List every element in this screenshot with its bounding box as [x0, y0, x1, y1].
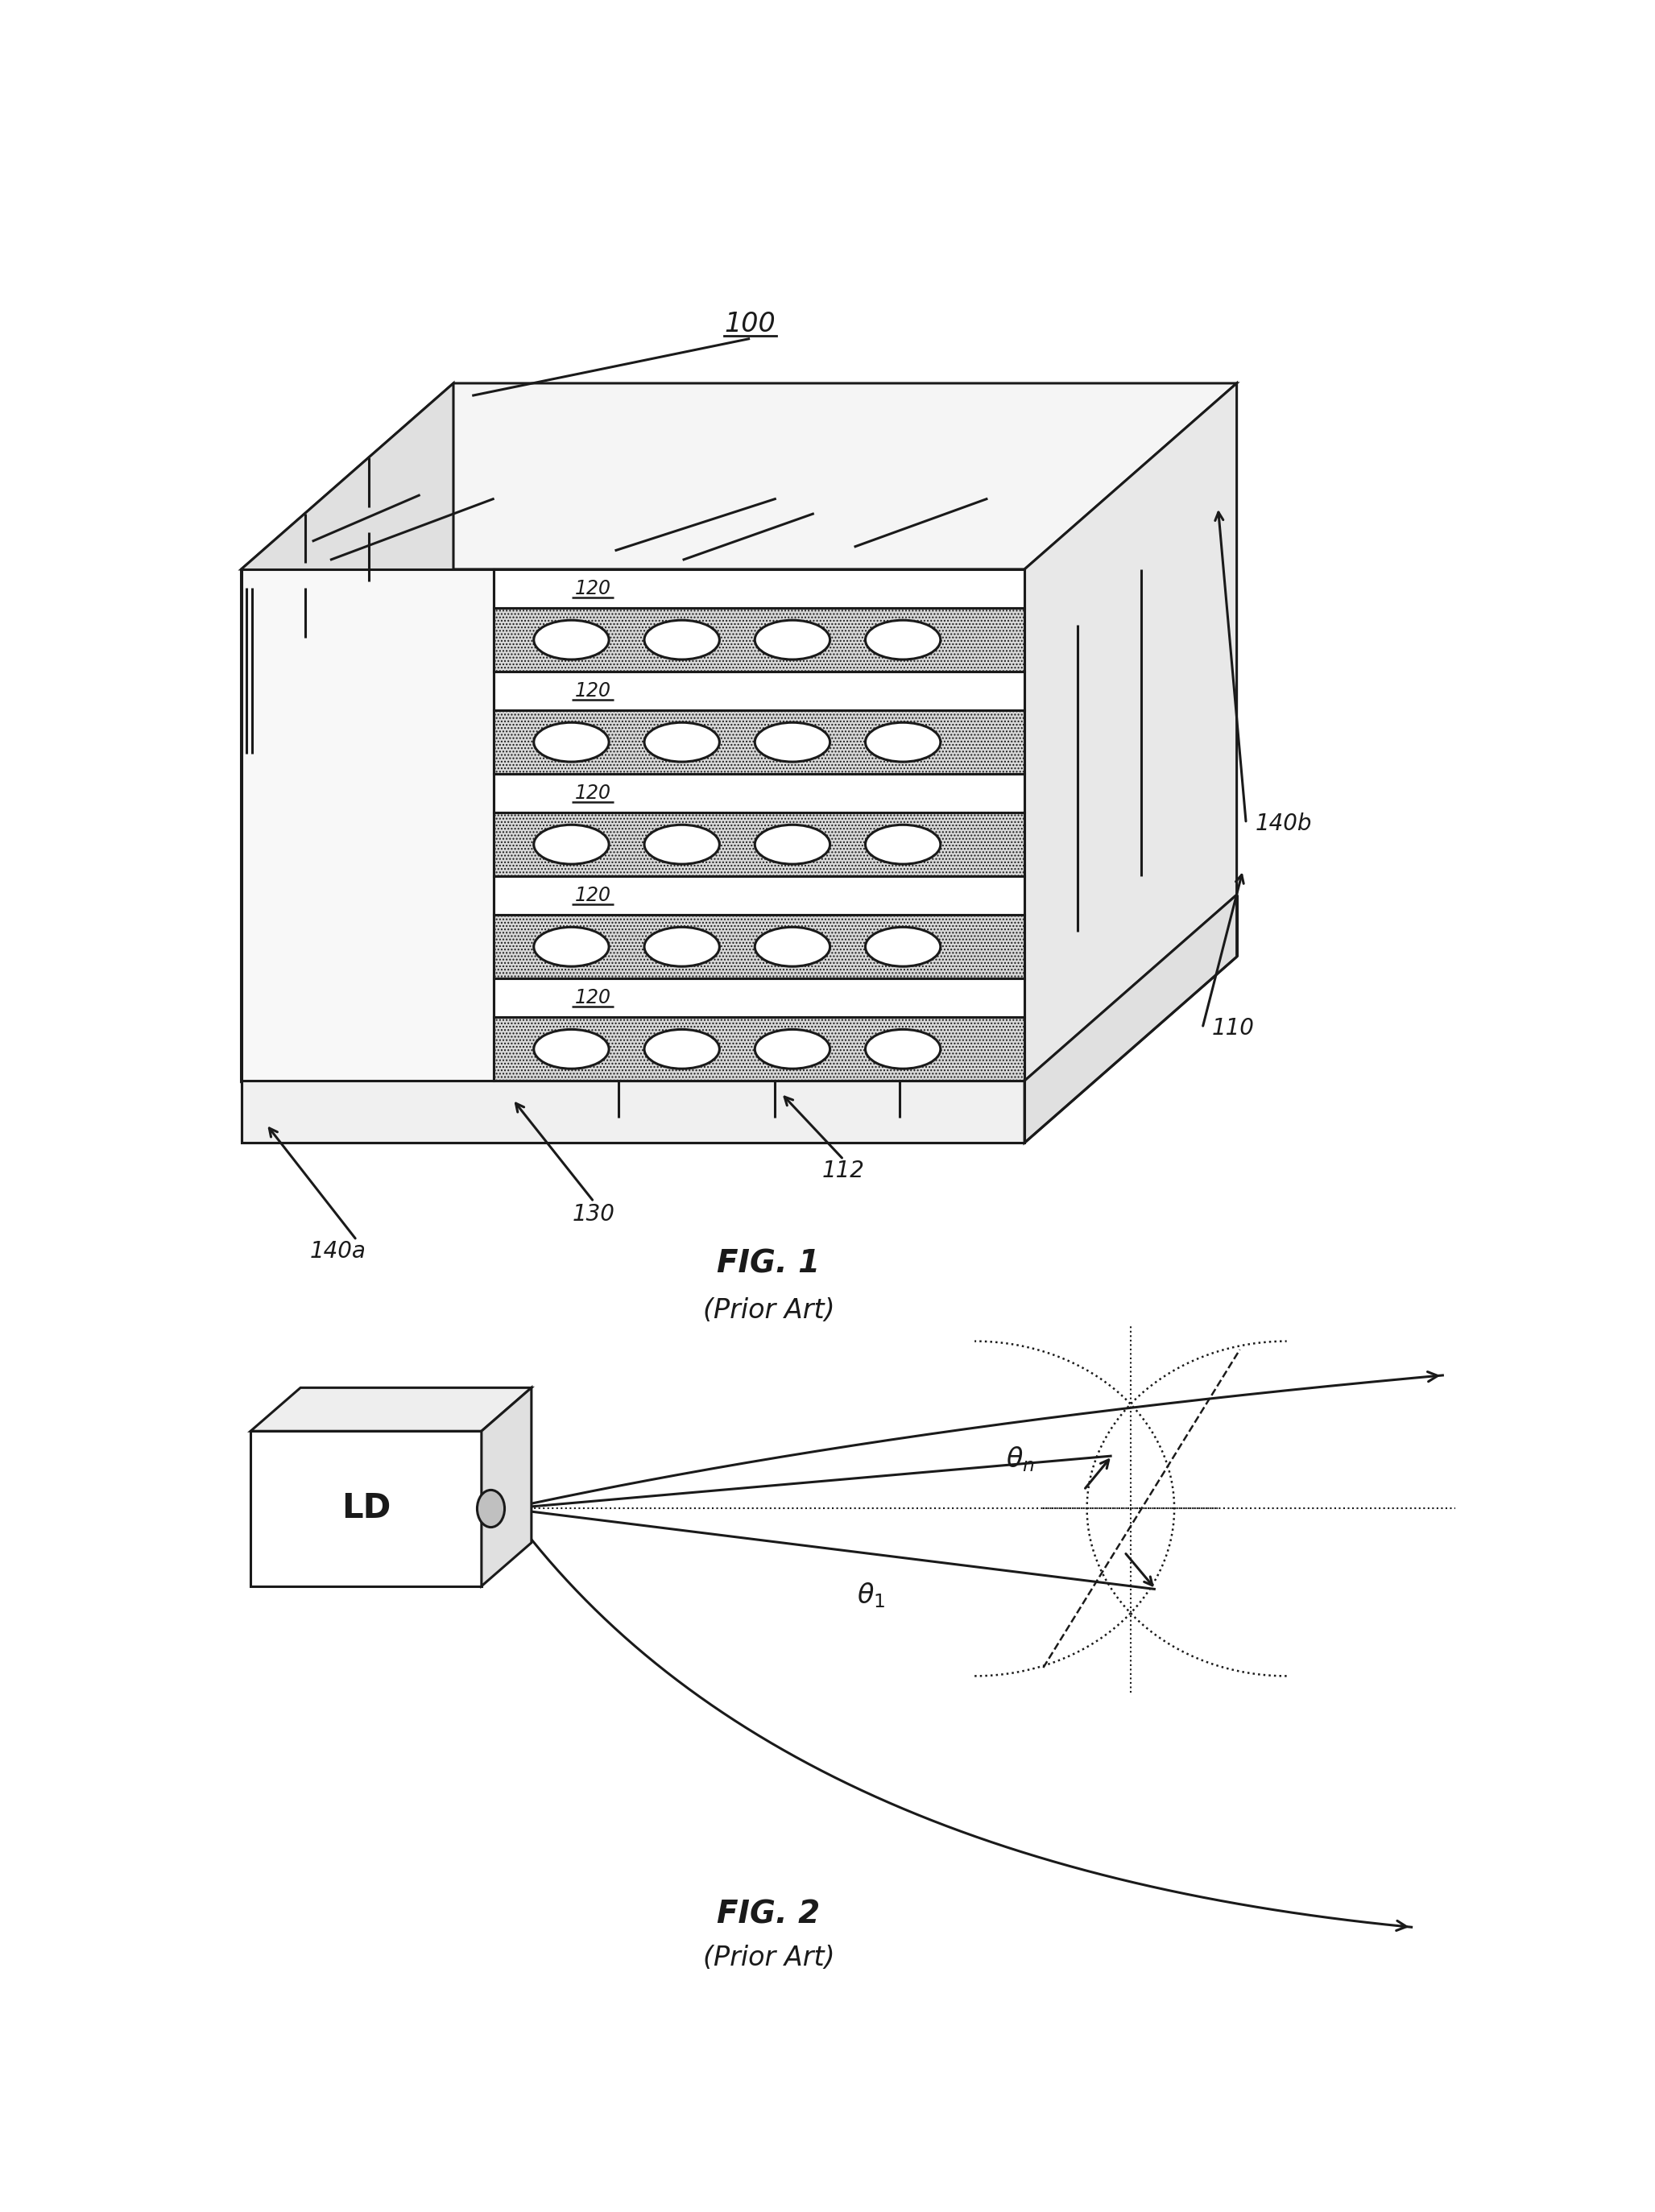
Text: 130: 130	[573, 1203, 616, 1225]
Ellipse shape	[866, 927, 940, 967]
Polygon shape	[493, 1018, 1024, 1082]
Polygon shape	[242, 568, 493, 1082]
Text: $\theta_1$: $\theta_1$	[857, 1582, 885, 1610]
Ellipse shape	[535, 1029, 609, 1068]
Polygon shape	[242, 383, 1236, 568]
Polygon shape	[242, 1082, 1024, 1144]
Ellipse shape	[755, 723, 831, 761]
Text: 120: 120	[576, 989, 611, 1009]
Polygon shape	[250, 1387, 531, 1431]
Text: $\theta_n$: $\theta_n$	[1006, 1444, 1034, 1473]
Polygon shape	[493, 876, 1024, 916]
Ellipse shape	[866, 1029, 940, 1068]
Text: 112: 112	[823, 1159, 866, 1181]
Ellipse shape	[644, 723, 720, 761]
Text: FIG. 1: FIG. 1	[717, 1248, 821, 1279]
Polygon shape	[250, 1431, 482, 1586]
Ellipse shape	[644, 1029, 720, 1068]
Text: 110: 110	[1211, 1018, 1254, 1040]
Ellipse shape	[535, 927, 609, 967]
Text: 120: 120	[576, 887, 611, 905]
Text: (Prior Art): (Prior Art)	[703, 1944, 834, 1971]
Polygon shape	[493, 978, 1024, 1018]
Ellipse shape	[644, 927, 720, 967]
Text: 120: 120	[576, 783, 611, 803]
Polygon shape	[493, 916, 1024, 978]
Polygon shape	[242, 383, 453, 1082]
Ellipse shape	[755, 825, 831, 865]
Polygon shape	[493, 568, 1024, 608]
Ellipse shape	[535, 825, 609, 865]
Polygon shape	[1024, 896, 1236, 1144]
Polygon shape	[493, 710, 1024, 774]
Text: 140a: 140a	[309, 1241, 366, 1263]
Ellipse shape	[644, 619, 720, 659]
Ellipse shape	[755, 927, 831, 967]
Ellipse shape	[644, 825, 720, 865]
Text: FIG. 2: FIG. 2	[717, 1900, 821, 1931]
Polygon shape	[482, 1387, 531, 1586]
Text: 120: 120	[576, 681, 611, 701]
Text: (Prior Art): (Prior Art)	[703, 1296, 834, 1323]
Ellipse shape	[866, 825, 940, 865]
Text: 120: 120	[576, 580, 611, 599]
Polygon shape	[1024, 383, 1236, 1082]
Ellipse shape	[866, 619, 940, 659]
Polygon shape	[493, 672, 1024, 710]
Text: LD: LD	[341, 1491, 391, 1526]
Ellipse shape	[866, 723, 940, 761]
Ellipse shape	[755, 619, 831, 659]
Polygon shape	[493, 774, 1024, 812]
Polygon shape	[493, 812, 1024, 876]
Ellipse shape	[535, 723, 609, 761]
Text: 100: 100	[725, 312, 776, 338]
Text: 140b: 140b	[1256, 812, 1312, 834]
Polygon shape	[493, 568, 1024, 1082]
Ellipse shape	[477, 1491, 505, 1526]
Ellipse shape	[755, 1029, 831, 1068]
Ellipse shape	[535, 619, 609, 659]
Polygon shape	[493, 608, 1024, 672]
